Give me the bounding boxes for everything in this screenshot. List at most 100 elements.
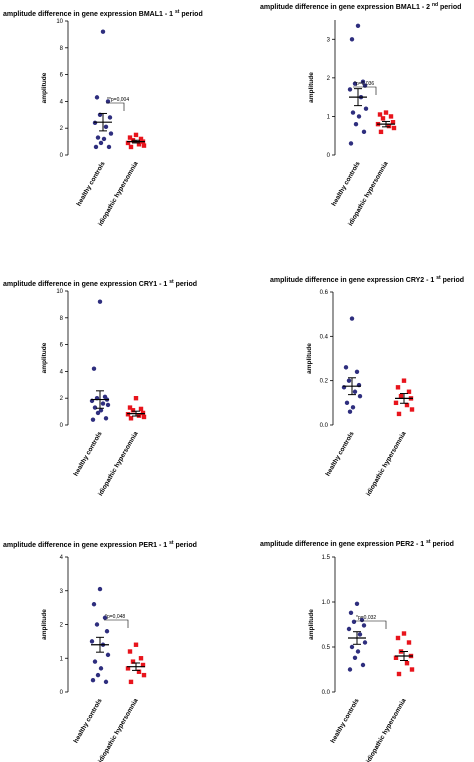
data-point-hypersomnia [395,635,401,641]
data-point-hypersomnia [386,123,392,129]
data-point-healthy [105,652,111,658]
data-point-healthy [343,365,349,370]
chart-panel-2: amplitude difference in gene expression … [260,2,461,227]
data-point-healthy [356,114,362,119]
data-point-hypersomnia [380,116,386,121]
data-point-healthy [354,369,360,374]
data-point-hypersomnia [133,642,139,647]
data-point-healthy [103,124,109,130]
data-point-healthy [90,417,96,422]
data-point-healthy [89,639,95,644]
y-tick-label: 6 [60,73,64,79]
chart-panel-1: amplitude difference in gene expression … [3,9,203,227]
data-point-healthy [106,144,112,150]
data-point-healthy [352,389,358,394]
data-point-healthy [100,29,106,34]
data-point-healthy [349,37,355,42]
data-point-hypersomnia [128,416,134,421]
data-point-healthy [107,115,113,120]
data-point-healthy [95,672,101,678]
data-point-healthy [344,400,350,406]
data-point-healthy [351,619,357,624]
data-point-hypersomnia [130,408,136,413]
data-point-healthy [101,136,107,142]
chart-title: amplitude difference in gene expression … [3,279,197,288]
data-point-hypersomnia [128,679,134,685]
data-point-healthy [103,416,109,421]
y-tick-label: 1 [327,114,331,120]
data-point-healthy [362,640,368,645]
data-point-healthy [92,405,98,410]
data-point-hypersomnia [138,656,144,661]
data-point-hypersomnia [141,414,147,420]
data-point-healthy [360,79,366,84]
chart-title: amplitude difference in gene expression … [260,2,461,11]
y-tick-label: 2 [60,126,64,132]
data-point-healthy [354,601,360,606]
data-point-healthy [349,644,355,650]
data-point-healthy [90,677,96,683]
category-label: idiopathic hypersomnia [97,697,140,762]
data-point-hypersomnia [133,396,139,401]
data-point-healthy [346,378,352,383]
chart-title-main: amplitude difference in gene expression … [3,281,169,288]
data-point-hypersomnia [140,662,146,668]
data-point-healthy [355,649,361,654]
data-point-hypersomnia [141,143,147,148]
data-point-healthy [102,615,108,620]
y-axis-label: amplitude [41,72,48,103]
category-label: healthy controls [73,697,104,744]
chart-title-sup: st [169,540,174,546]
data-point-hypersomnia [404,661,410,666]
category-label: healthy controls [330,697,361,744]
data-point-hypersomnia [395,385,401,390]
data-point-hypersomnia [125,666,131,671]
significance-label: *p=0,048 [105,614,125,620]
data-point-healthy [357,632,363,637]
data-point-hypersomnia [393,655,399,660]
data-point-healthy [348,141,354,146]
data-point-healthy [355,23,361,28]
data-point-healthy [347,87,353,92]
category-label: healthy controls [76,160,107,207]
data-point-healthy [92,659,98,664]
category-label: idiopathic hypersomnia [365,697,408,762]
data-point-hypersomnia [409,407,415,412]
y-tick-label: 0 [327,153,331,159]
chart-title: amplitude difference in gene expression … [3,540,197,549]
y-axis-label: amplitude [41,609,48,640]
y-tick-label: 4 [60,369,64,375]
chart-title-sup: st [426,539,431,545]
chart-title-tail: period [438,4,461,11]
data-point-healthy [92,120,98,126]
y-tick-label: 4 [60,99,64,105]
data-point-healthy [352,655,358,660]
category-label: healthy controls [331,160,362,207]
data-point-hypersomnia [401,378,407,383]
significance-bracket [353,86,377,95]
data-point-healthy [108,131,114,136]
data-point-healthy [95,135,101,140]
data-point-hypersomnia [130,659,136,664]
y-tick-label: 10 [56,289,63,295]
data-point-hypersomnia [136,669,142,674]
data-point-hypersomnia [388,114,394,119]
y-tick-label: 2 [327,76,331,82]
data-point-hypersomnia [127,649,133,654]
data-point-healthy [361,129,367,135]
y-tick-label: 0.0 [320,423,329,429]
data-point-hypersomnia [378,129,384,135]
data-point-healthy [105,402,111,408]
chart-panel-6: amplitude difference in gene expression … [260,539,454,762]
data-point-healthy [97,299,103,304]
significance-bracket [355,620,387,629]
data-point-hypersomnia [133,132,139,138]
chart-title-sup: st [169,279,174,285]
y-tick-label: 3 [60,589,64,595]
data-point-hypersomnia [396,671,402,677]
y-tick-label: 0 [60,153,64,159]
data-point-hypersomnia [396,411,402,417]
y-tick-label: 0 [60,423,64,429]
y-tick-label: 3 [327,37,331,43]
